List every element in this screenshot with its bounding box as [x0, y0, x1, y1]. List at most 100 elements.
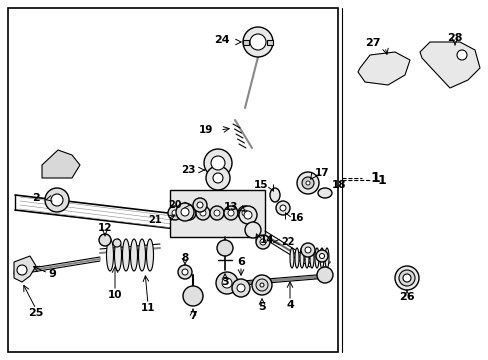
- Text: 18: 18: [331, 180, 346, 190]
- Circle shape: [182, 206, 196, 220]
- Ellipse shape: [299, 248, 304, 268]
- Ellipse shape: [319, 248, 324, 268]
- Circle shape: [256, 235, 269, 249]
- Circle shape: [238, 206, 251, 220]
- Text: 26: 26: [398, 292, 414, 302]
- Circle shape: [244, 222, 261, 238]
- Circle shape: [185, 210, 192, 216]
- Circle shape: [305, 247, 310, 253]
- Ellipse shape: [309, 248, 313, 268]
- Polygon shape: [42, 150, 80, 178]
- Circle shape: [216, 272, 238, 294]
- Text: 14: 14: [260, 235, 274, 245]
- Circle shape: [45, 188, 69, 212]
- Text: 24: 24: [214, 35, 229, 45]
- Ellipse shape: [314, 248, 318, 268]
- Text: 22: 22: [281, 237, 294, 247]
- Bar: [8, 8, 337, 352]
- Ellipse shape: [130, 239, 137, 271]
- Ellipse shape: [317, 188, 331, 198]
- Circle shape: [217, 240, 232, 256]
- Ellipse shape: [122, 239, 129, 271]
- Text: 11: 11: [141, 303, 155, 313]
- Text: 28: 28: [447, 33, 462, 43]
- Circle shape: [319, 253, 324, 258]
- Text: 5: 5: [258, 302, 265, 312]
- Circle shape: [210, 156, 224, 170]
- Circle shape: [182, 269, 187, 275]
- Circle shape: [113, 239, 121, 247]
- Circle shape: [275, 201, 289, 215]
- Bar: [243, 40, 248, 45]
- Circle shape: [316, 267, 332, 283]
- Text: 2: 2: [32, 193, 40, 203]
- Circle shape: [296, 172, 318, 194]
- Text: 8: 8: [181, 253, 188, 263]
- Text: 1: 1: [369, 171, 379, 185]
- Bar: [169, 189, 264, 237]
- Circle shape: [260, 283, 264, 287]
- Circle shape: [224, 206, 238, 220]
- Text: 20: 20: [168, 200, 182, 210]
- Circle shape: [176, 203, 194, 221]
- Circle shape: [305, 181, 309, 185]
- Circle shape: [231, 279, 249, 297]
- Text: 15: 15: [253, 180, 267, 190]
- Text: 25: 25: [28, 308, 43, 318]
- Circle shape: [243, 27, 272, 57]
- Circle shape: [17, 265, 27, 275]
- Text: 17: 17: [314, 168, 329, 178]
- Circle shape: [237, 284, 244, 292]
- Circle shape: [249, 34, 265, 50]
- Circle shape: [178, 265, 192, 279]
- Circle shape: [181, 208, 189, 216]
- Circle shape: [205, 166, 229, 190]
- Circle shape: [256, 279, 267, 291]
- Ellipse shape: [325, 248, 328, 268]
- Polygon shape: [357, 52, 409, 85]
- Circle shape: [168, 206, 182, 220]
- Circle shape: [398, 270, 414, 286]
- Circle shape: [99, 234, 111, 246]
- Text: 6: 6: [237, 257, 244, 267]
- Circle shape: [214, 210, 220, 216]
- Circle shape: [183, 286, 203, 306]
- Text: 1: 1: [377, 174, 386, 186]
- Bar: [266, 40, 272, 45]
- Text: 7: 7: [189, 311, 197, 321]
- Ellipse shape: [146, 239, 153, 271]
- Polygon shape: [14, 256, 36, 282]
- Circle shape: [193, 198, 206, 212]
- Circle shape: [315, 250, 327, 262]
- Circle shape: [456, 50, 466, 60]
- Ellipse shape: [138, 239, 145, 271]
- Circle shape: [280, 205, 285, 211]
- Text: 27: 27: [365, 38, 380, 48]
- Circle shape: [203, 149, 231, 177]
- Circle shape: [200, 210, 205, 216]
- Text: 13: 13: [223, 202, 238, 212]
- Text: 21: 21: [148, 215, 162, 225]
- Circle shape: [394, 266, 418, 290]
- Text: 23: 23: [181, 165, 196, 175]
- Ellipse shape: [269, 188, 280, 202]
- Circle shape: [197, 202, 203, 208]
- Circle shape: [213, 173, 223, 183]
- Ellipse shape: [305, 248, 308, 268]
- Circle shape: [222, 278, 231, 288]
- Circle shape: [260, 239, 265, 245]
- Circle shape: [227, 210, 234, 216]
- Circle shape: [239, 206, 257, 224]
- Circle shape: [244, 211, 251, 219]
- Text: 4: 4: [285, 300, 293, 310]
- Text: 12: 12: [98, 223, 112, 233]
- Circle shape: [209, 206, 224, 220]
- Circle shape: [402, 274, 410, 282]
- Circle shape: [172, 210, 178, 216]
- Circle shape: [302, 177, 313, 189]
- Circle shape: [196, 206, 209, 220]
- Text: 9: 9: [48, 269, 56, 279]
- Circle shape: [51, 194, 63, 206]
- Ellipse shape: [106, 239, 113, 271]
- Text: 19: 19: [198, 125, 213, 135]
